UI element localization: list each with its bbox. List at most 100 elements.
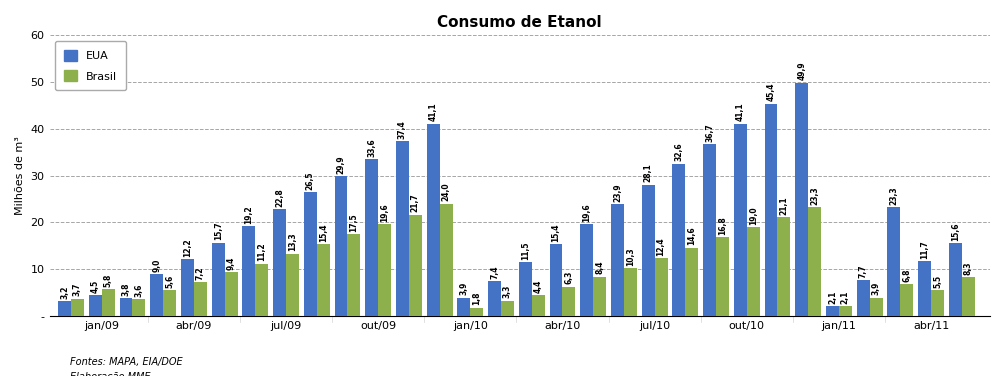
Bar — [949, 243, 962, 316]
Text: 1,8: 1,8 — [472, 292, 481, 305]
Text: Elaboração MME: Elaboração MME — [70, 372, 151, 376]
Text: 10,3: 10,3 — [626, 247, 635, 265]
Bar — [255, 264, 268, 316]
Bar — [593, 277, 606, 316]
Bar — [654, 258, 667, 316]
Legend: EUA, Brasil: EUA, Brasil — [55, 41, 127, 91]
Text: 8,3: 8,3 — [964, 261, 973, 275]
Bar — [194, 282, 207, 316]
Bar — [962, 277, 975, 316]
Bar — [181, 259, 194, 316]
Text: 7,4: 7,4 — [490, 265, 499, 279]
Bar — [642, 185, 654, 316]
Text: 15,7: 15,7 — [214, 221, 223, 240]
Text: 11,7: 11,7 — [921, 240, 929, 259]
Text: 3,9: 3,9 — [871, 282, 880, 296]
Bar — [58, 301, 71, 316]
Text: 3,9: 3,9 — [459, 282, 468, 296]
Text: 19,6: 19,6 — [380, 203, 389, 222]
Bar — [795, 83, 808, 316]
Text: 41,1: 41,1 — [736, 103, 745, 121]
Text: 23,3: 23,3 — [810, 186, 819, 205]
Text: 3,7: 3,7 — [73, 283, 82, 296]
Text: 23,3: 23,3 — [889, 186, 898, 205]
Text: 12,2: 12,2 — [183, 238, 192, 257]
Text: Fontes: MAPA, EIA/DOE: Fontes: MAPA, EIA/DOE — [70, 357, 183, 367]
Bar — [919, 261, 931, 316]
Text: 6,8: 6,8 — [902, 268, 912, 282]
Bar — [212, 243, 224, 316]
Text: 5,8: 5,8 — [104, 273, 113, 287]
Text: 29,9: 29,9 — [337, 155, 346, 174]
Bar — [734, 124, 747, 316]
Bar — [808, 207, 821, 316]
Text: 22,8: 22,8 — [275, 188, 284, 207]
Text: 9,4: 9,4 — [226, 256, 235, 270]
Bar — [120, 298, 133, 316]
Text: 21,7: 21,7 — [411, 193, 420, 212]
Bar — [88, 295, 102, 316]
Bar — [273, 209, 286, 316]
Bar — [519, 262, 532, 316]
Text: 17,5: 17,5 — [350, 213, 359, 232]
Bar — [826, 306, 839, 316]
Text: 6,3: 6,3 — [565, 271, 574, 284]
Text: 19,2: 19,2 — [244, 205, 253, 224]
Text: 5,6: 5,6 — [165, 274, 174, 288]
Bar — [378, 224, 391, 316]
Bar — [704, 144, 716, 316]
Text: 49,9: 49,9 — [797, 62, 806, 80]
Bar — [242, 226, 255, 316]
Bar — [716, 238, 729, 316]
Text: 8,4: 8,4 — [595, 261, 604, 274]
Bar — [563, 287, 576, 316]
Title: Consumo de Etanol: Consumo de Etanol — [437, 15, 602, 30]
Bar — [457, 298, 470, 316]
Bar — [335, 176, 348, 316]
Bar — [427, 124, 439, 316]
Text: 11,2: 11,2 — [257, 243, 266, 261]
Text: 28,1: 28,1 — [643, 164, 652, 182]
Bar — [869, 298, 882, 316]
Bar — [856, 280, 869, 316]
Bar — [133, 299, 146, 316]
Text: 19,6: 19,6 — [582, 203, 591, 222]
Text: 7,7: 7,7 — [858, 264, 867, 278]
Text: 21,1: 21,1 — [780, 196, 788, 215]
Text: 37,4: 37,4 — [398, 120, 407, 139]
Text: 33,6: 33,6 — [367, 138, 376, 156]
Bar — [224, 272, 237, 316]
Bar — [900, 284, 914, 316]
Text: 15,4: 15,4 — [319, 223, 328, 242]
Text: 15,4: 15,4 — [552, 223, 561, 242]
Text: 3,8: 3,8 — [122, 282, 131, 296]
Y-axis label: Milhões de m³: Milhões de m³ — [15, 136, 25, 215]
Bar — [151, 274, 163, 316]
Bar — [409, 215, 422, 316]
Text: 2,1: 2,1 — [828, 291, 837, 304]
Text: 36,7: 36,7 — [706, 123, 715, 142]
Text: 7,2: 7,2 — [196, 267, 205, 280]
Bar — [317, 244, 330, 316]
Text: 3,6: 3,6 — [135, 284, 144, 297]
Bar — [685, 248, 698, 316]
Bar — [550, 244, 563, 316]
Bar — [488, 282, 501, 316]
Bar — [624, 268, 637, 316]
Bar — [887, 207, 900, 316]
Text: 15,6: 15,6 — [951, 222, 960, 241]
Bar — [304, 192, 317, 316]
Text: 11,5: 11,5 — [521, 241, 530, 260]
Bar — [163, 290, 176, 316]
Bar — [102, 289, 115, 316]
Text: 2,1: 2,1 — [841, 291, 850, 304]
Bar — [532, 296, 545, 316]
Text: 14,6: 14,6 — [687, 227, 696, 246]
Bar — [365, 159, 378, 316]
Text: 45,4: 45,4 — [767, 83, 776, 101]
Bar — [580, 224, 593, 316]
Text: 12,4: 12,4 — [656, 237, 665, 256]
Text: 32,6: 32,6 — [674, 143, 683, 161]
Text: 19,0: 19,0 — [749, 206, 758, 225]
Bar — [778, 217, 790, 316]
